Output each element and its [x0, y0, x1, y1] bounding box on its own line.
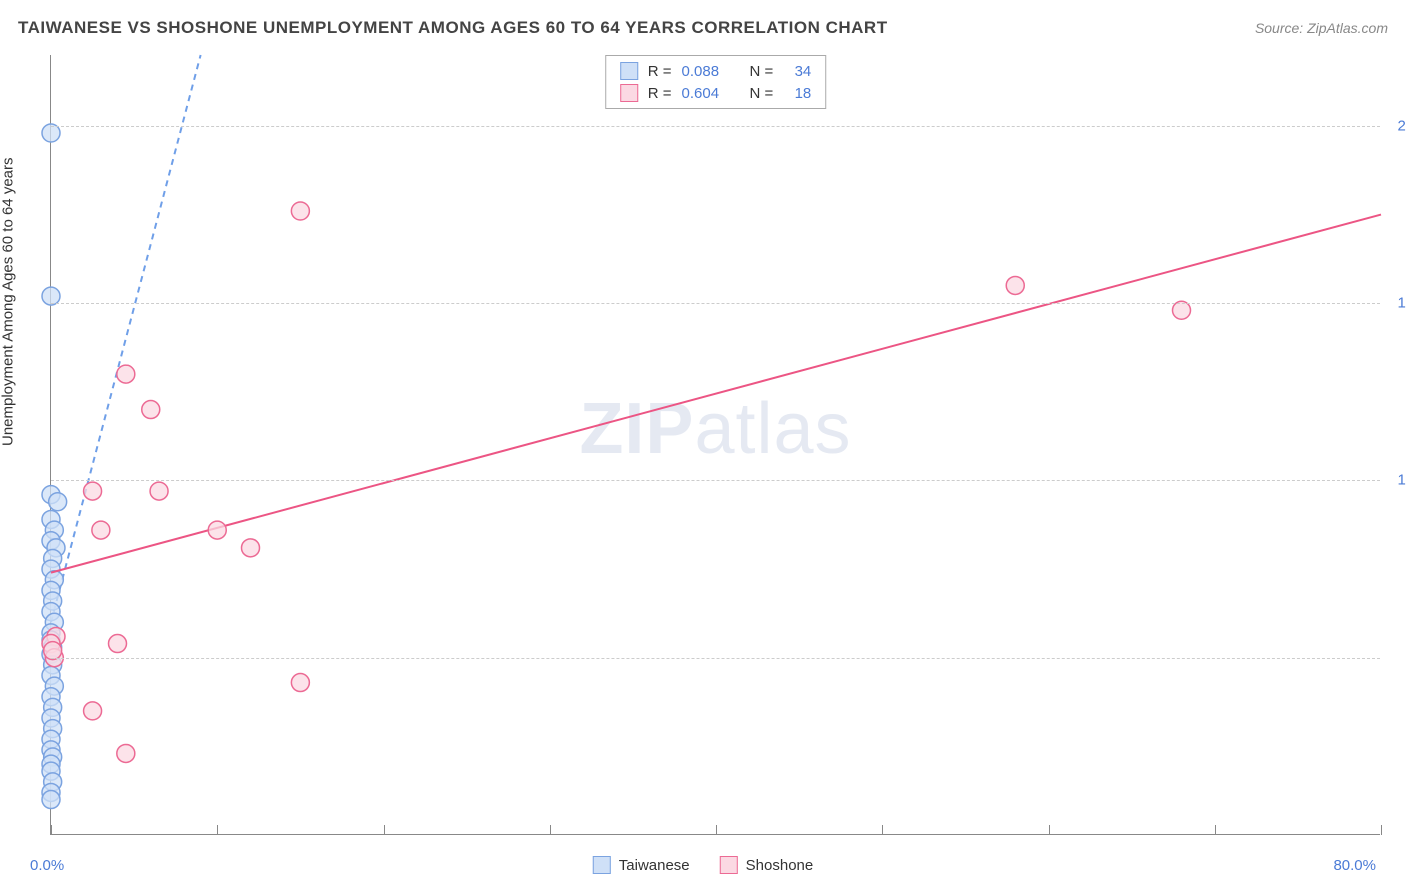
- gridline: [51, 126, 1380, 127]
- x-tick: [882, 825, 883, 835]
- swatch-shoshone-icon: [620, 84, 638, 102]
- gridline: [51, 658, 1380, 659]
- x-axis-min-label: 0.0%: [30, 857, 64, 874]
- x-tick: [1381, 825, 1382, 835]
- x-tick: [217, 825, 218, 835]
- legend-series: Taiwanese Shoshone: [593, 856, 813, 874]
- legend-item-taiwanese: Taiwanese: [593, 856, 690, 874]
- source-label: Source: ZipAtlas.com: [1255, 20, 1388, 36]
- r-value: 0.088: [682, 63, 732, 80]
- chart-title: TAIWANESE VS SHOSHONE UNEMPLOYMENT AMONG…: [18, 18, 888, 38]
- swatch-taiwanese-icon: [593, 856, 611, 874]
- legend-stats-row: R = 0.604 N = 18: [620, 82, 812, 104]
- data-point: [42, 791, 60, 809]
- y-tick-label: 10.0%: [1385, 472, 1406, 489]
- legend-stats-row: R = 0.088 N = 34: [620, 60, 812, 82]
- plot-svg: [51, 55, 1380, 834]
- data-point: [142, 401, 160, 419]
- swatch-taiwanese-icon: [620, 62, 638, 80]
- legend-item-shoshone: Shoshone: [720, 856, 814, 874]
- trend-line: [51, 55, 201, 622]
- r-label: R =: [648, 63, 672, 80]
- y-axis-title: Unemployment Among Ages 60 to 64 years: [0, 157, 17, 446]
- data-point: [84, 702, 102, 720]
- data-point: [242, 539, 260, 557]
- x-tick: [716, 825, 717, 835]
- gridline: [51, 303, 1380, 304]
- y-tick-label: 15.0%: [1385, 295, 1406, 312]
- x-tick: [550, 825, 551, 835]
- x-tick: [1049, 825, 1050, 835]
- data-point: [84, 482, 102, 500]
- r-label: R =: [648, 85, 672, 102]
- data-point: [291, 674, 309, 692]
- y-tick-label: 20.0%: [1385, 117, 1406, 134]
- x-tick: [1215, 825, 1216, 835]
- gridline: [51, 480, 1380, 481]
- x-tick: [51, 825, 52, 835]
- data-point: [1006, 276, 1024, 294]
- legend-stats: R = 0.088 N = 34 R = 0.604 N = 18: [605, 55, 827, 109]
- data-point: [150, 482, 168, 500]
- x-tick: [384, 825, 385, 835]
- n-label: N =: [750, 85, 774, 102]
- n-value: 34: [783, 63, 811, 80]
- data-point: [208, 521, 226, 539]
- data-point: [92, 521, 110, 539]
- data-point: [49, 493, 67, 511]
- r-value: 0.604: [682, 85, 732, 102]
- legend-label: Taiwanese: [619, 857, 690, 874]
- n-label: N =: [750, 63, 774, 80]
- legend-label: Shoshone: [746, 857, 814, 874]
- y-tick-label: 5.0%: [1385, 649, 1406, 666]
- data-point: [117, 365, 135, 383]
- data-point: [291, 202, 309, 220]
- x-axis-max-label: 80.0%: [1333, 857, 1376, 874]
- plot-area: ZIPatlas R = 0.088 N = 34 R = 0.604 N = …: [50, 55, 1380, 835]
- data-point: [117, 744, 135, 762]
- n-value: 18: [783, 85, 811, 102]
- data-point: [109, 635, 127, 653]
- trend-line: [51, 215, 1381, 573]
- swatch-shoshone-icon: [720, 856, 738, 874]
